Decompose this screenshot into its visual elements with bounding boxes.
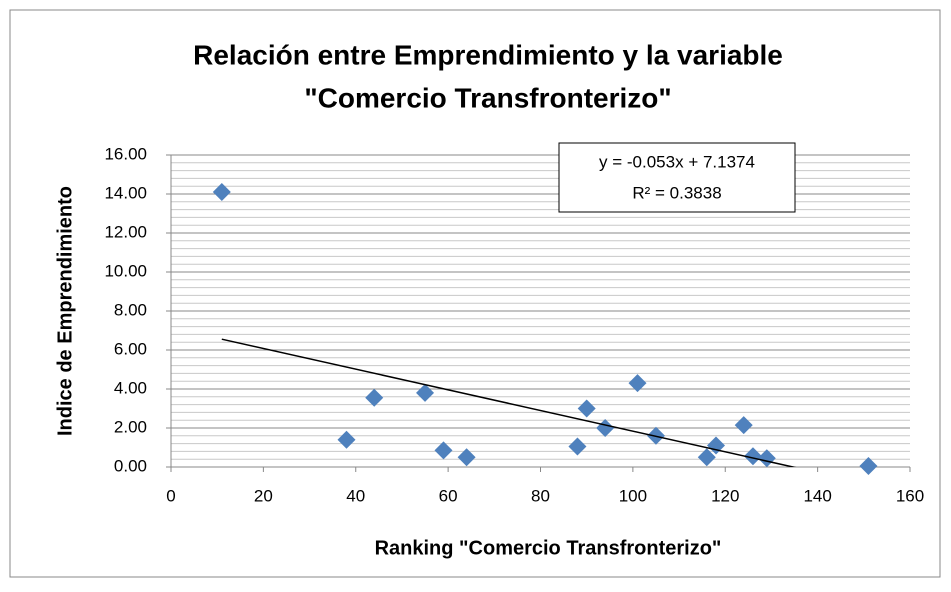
trendline-group [221, 338, 797, 467]
x-tick-label: 100 [619, 486, 647, 505]
x-tick-label: 140 [803, 486, 831, 505]
y-tick-label: 10.00 [104, 261, 147, 280]
x-tick-label: 40 [346, 486, 365, 505]
chart-title: "Comercio Transfronterizo" [304, 82, 671, 113]
x-tick-label: 120 [711, 486, 739, 505]
marker [577, 399, 596, 418]
x-tick-label: 160 [896, 486, 924, 505]
x-axis-label: Ranking "Comercio Transfronterizo" [375, 537, 722, 559]
marker [365, 388, 384, 407]
marker [212, 183, 231, 202]
marker [734, 416, 753, 435]
y-tick-label: 6.00 [114, 339, 147, 358]
x-tick-label: 20 [254, 486, 273, 505]
marker [434, 441, 453, 460]
marker [628, 374, 647, 393]
marker [697, 448, 716, 467]
y-tick-label: 8.00 [114, 300, 147, 319]
trendline-r-squared: R² = 0.3838 [632, 183, 721, 202]
y-tick-label: 0.00 [114, 456, 147, 475]
y-tick-label: 16.00 [104, 144, 147, 163]
y-tick-label: 2.00 [114, 417, 147, 436]
trendline [221, 338, 797, 467]
x-tick-label: 60 [439, 486, 458, 505]
trendline-equation: y = -0.053x + 7.1374 [599, 152, 755, 171]
y-tick-label: 14.00 [104, 183, 147, 202]
marker [743, 447, 762, 466]
y-axis-label: Indice de Emprendimiento [54, 186, 76, 436]
chart-border [9, 9, 941, 578]
x-tick-label: 80 [531, 486, 550, 505]
marker [859, 457, 878, 476]
marker [337, 430, 356, 449]
marker [568, 437, 587, 456]
equation-box [558, 142, 796, 213]
x-tick-label: 0 [166, 486, 175, 505]
marker [416, 383, 435, 402]
chart-title: Relación entre Emprendimiento y la varia… [193, 39, 783, 70]
y-tick-label: 4.00 [114, 378, 147, 397]
marker [457, 448, 476, 467]
y-tick-label: 12.00 [104, 222, 147, 241]
